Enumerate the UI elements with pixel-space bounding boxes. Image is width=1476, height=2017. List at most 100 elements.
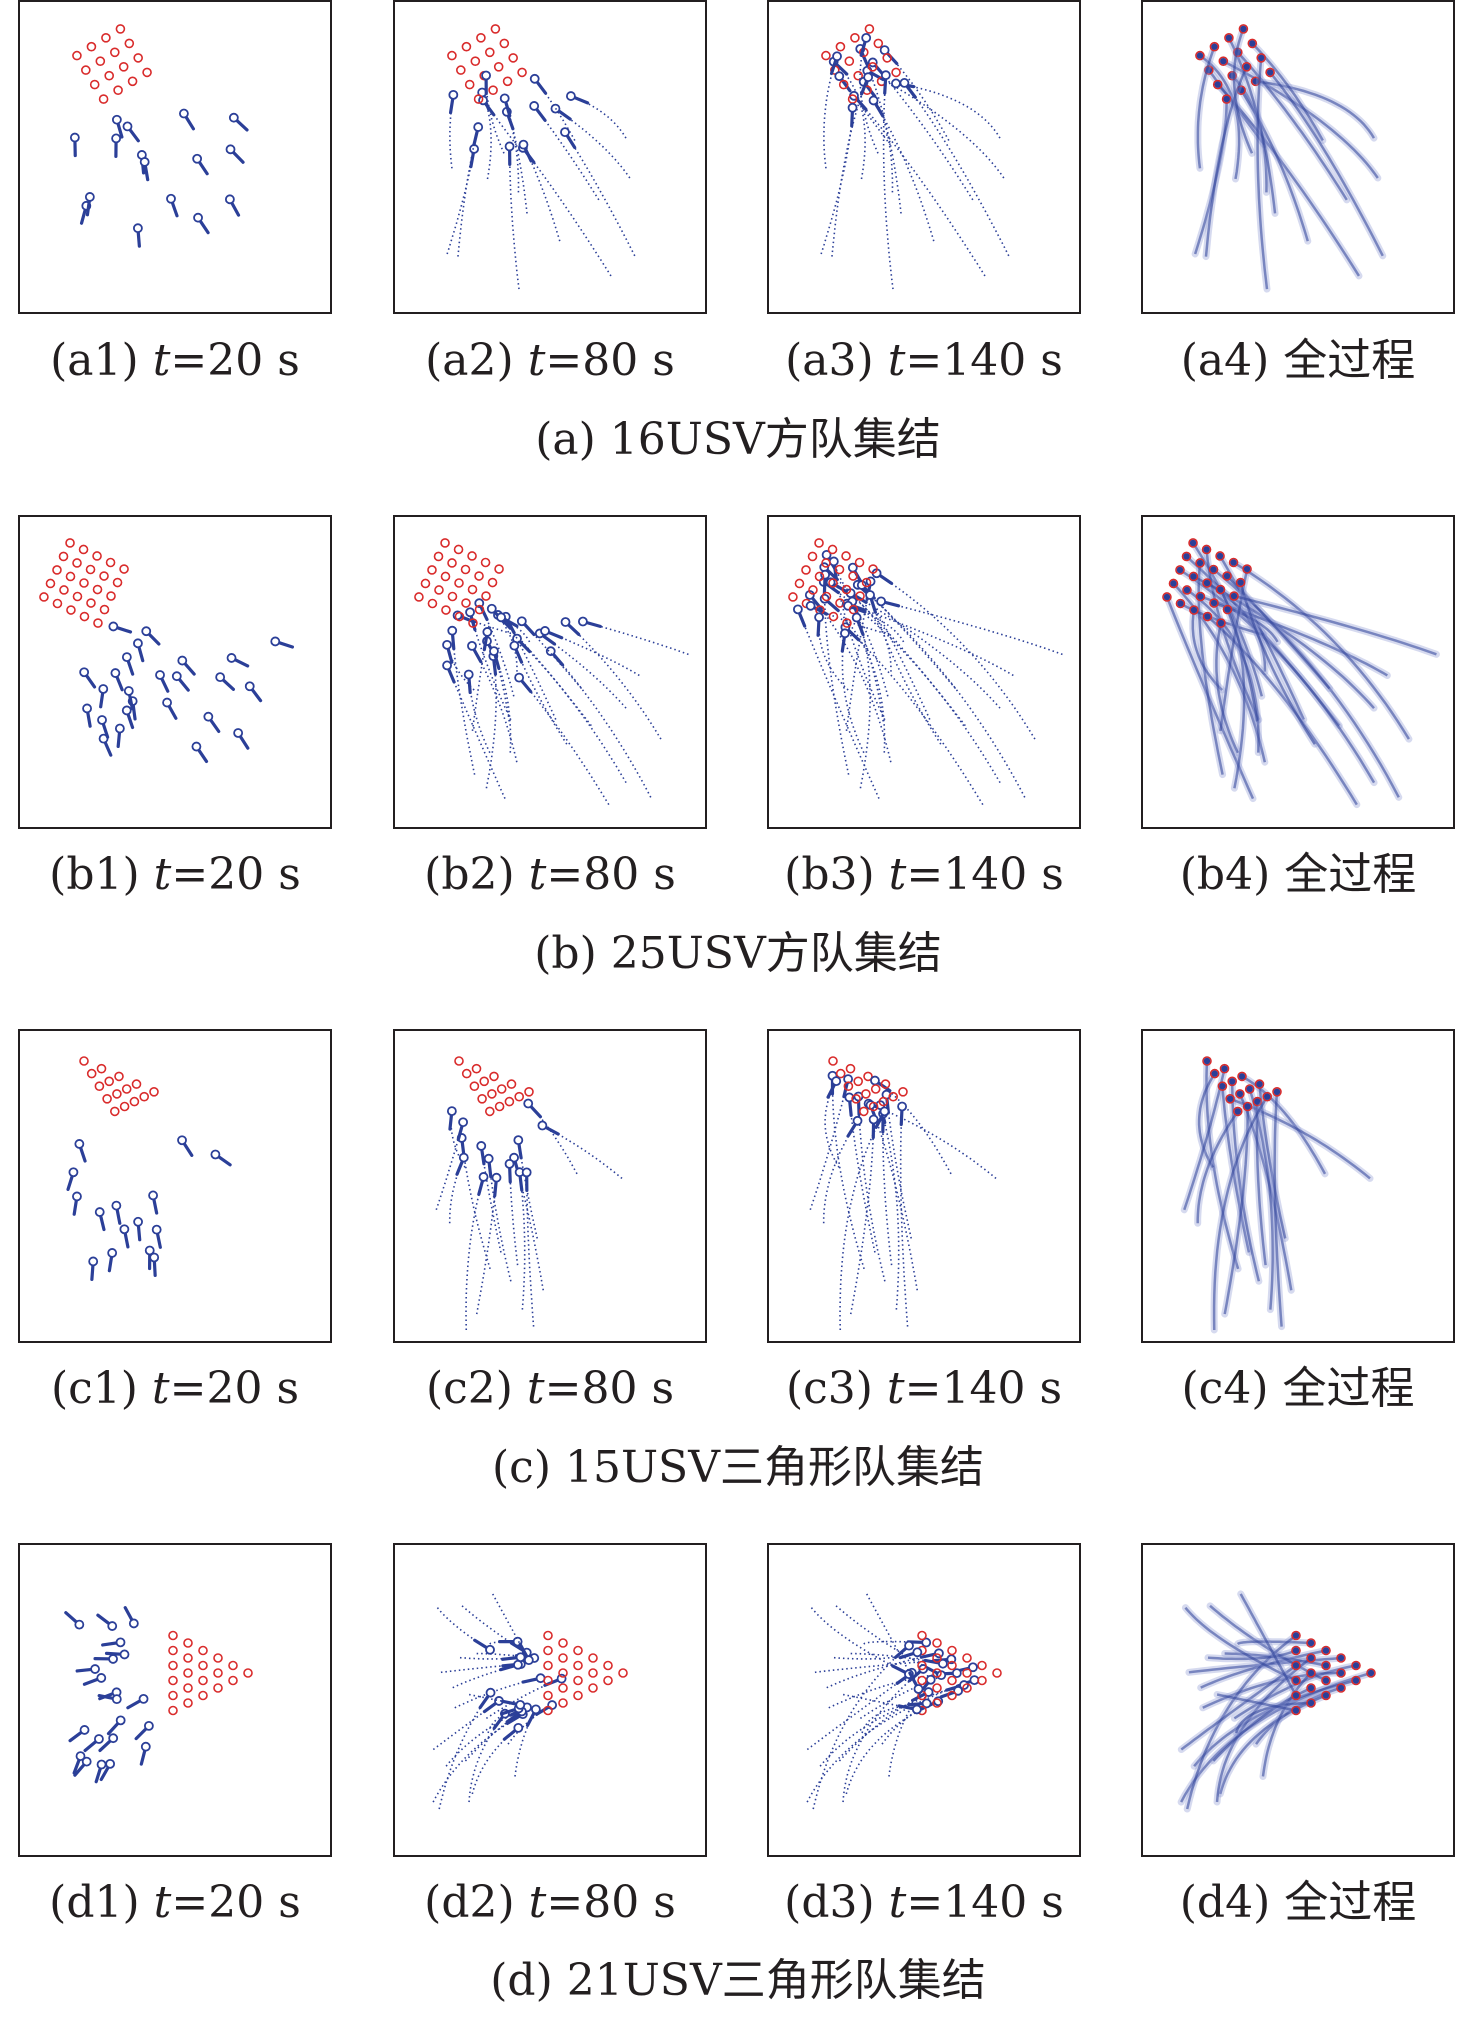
target-point [882,53,892,63]
usv-marker [177,655,188,666]
target-point [932,1653,942,1663]
target-point [1219,1063,1230,1074]
target-point [121,1084,132,1094]
target-point [543,1690,553,1701]
usv-marker [530,1704,541,1715]
target-point [962,1683,972,1693]
usv-marker [478,1172,489,1182]
usv-marker [69,132,80,143]
target-point [1217,1081,1228,1092]
target-point [485,47,495,58]
target-point [845,1063,856,1074]
target-point [1256,53,1266,63]
time-symbol: t [528,849,547,900]
target-point [878,1096,889,1107]
usv-marker [193,212,203,223]
usv-marker [111,133,122,144]
panel-c2-plot [435,1056,623,1330]
trajectory-dotted [869,594,942,745]
trajectory-dotted [845,1700,939,1795]
target-point [834,564,845,575]
usv-final [1229,1078,1236,1085]
target-point [1188,571,1199,582]
target-point [1233,1106,1243,1117]
target-point [79,1056,89,1066]
target-point [66,605,76,615]
target-point [59,585,69,595]
panel-text: 全过程 [1282,1363,1415,1414]
trajectory-dotted [564,131,636,257]
usv-marker [121,652,132,663]
target-point [1235,577,1246,588]
target-point [977,1675,987,1686]
target-point [114,1071,124,1082]
usv-final [1307,1669,1315,1677]
usv-marker [74,1619,85,1630]
target-point [1228,557,1239,568]
row-caption-c: (c) 15USV三角形队集结 [492,1442,984,1493]
usv-final [1252,78,1259,85]
trajectory-dotted [899,1106,909,1327]
target-point [198,1660,208,1671]
target-point [1237,1071,1247,1082]
usv-marker [140,1741,151,1752]
panel-c4-plot [1180,1056,1374,1334]
target-point [1321,1660,1331,1671]
usv-marker [879,1106,890,1117]
trajectory-dotted [823,566,966,727]
trajectory-dotted [842,1668,924,1803]
trajectory [1184,1606,1297,1682]
usv-marker [97,715,107,725]
target-point [506,1079,517,1089]
trajectory-dotted [857,1096,886,1282]
usv-final [1203,546,1210,553]
target-point [821,558,831,568]
trajectory [1206,615,1358,806]
usv-marker [868,95,879,106]
target-point [168,1705,178,1716]
trajectory-dotted [475,1177,498,1315]
usv-marker [925,1674,936,1685]
usv-final [1352,1662,1360,1669]
target-point [807,551,818,562]
usv-marker [98,684,109,694]
target-point [1215,584,1226,595]
usv-marker [880,70,891,81]
trajectory-dotted [869,1104,919,1291]
target-point [488,85,498,95]
target-point [168,1690,178,1701]
panel-c4 [1141,1029,1455,1343]
trajectory [1255,1101,1267,1266]
trajectory [1193,1679,1357,1768]
time-symbol: t [153,1877,172,1928]
usv-marker [828,556,839,567]
usv-marker [442,660,452,671]
time-unit: s [653,1877,676,1928]
panel-b4-plot [1162,538,1440,809]
target-point [558,1683,568,1693]
usv-marker [105,1758,116,1769]
usv-marker [556,1673,567,1684]
target-point [65,571,76,582]
trajectory-dotted [880,600,1063,656]
usv-marker [516,616,527,627]
usv-marker [155,670,165,680]
target-point [844,56,855,66]
target-point [461,598,471,608]
target-point [1212,79,1223,90]
target-point [112,577,123,588]
trajectory-dotted [432,1713,524,1803]
trajectory-dotted [446,665,506,799]
trajectory [1233,594,1437,656]
trajectory-dotted [446,148,475,255]
usv-marker [96,1759,107,1770]
usv-marker [891,78,901,89]
usv-marker [138,1693,149,1704]
usv-final [1292,1707,1300,1714]
trajectory-dotted [868,1102,997,1180]
panel-b2-plot [414,538,689,806]
panel-label: (d2) [424,1877,515,1928]
usv-marker [578,616,588,627]
target-point [453,544,464,555]
usv-marker [879,45,890,56]
